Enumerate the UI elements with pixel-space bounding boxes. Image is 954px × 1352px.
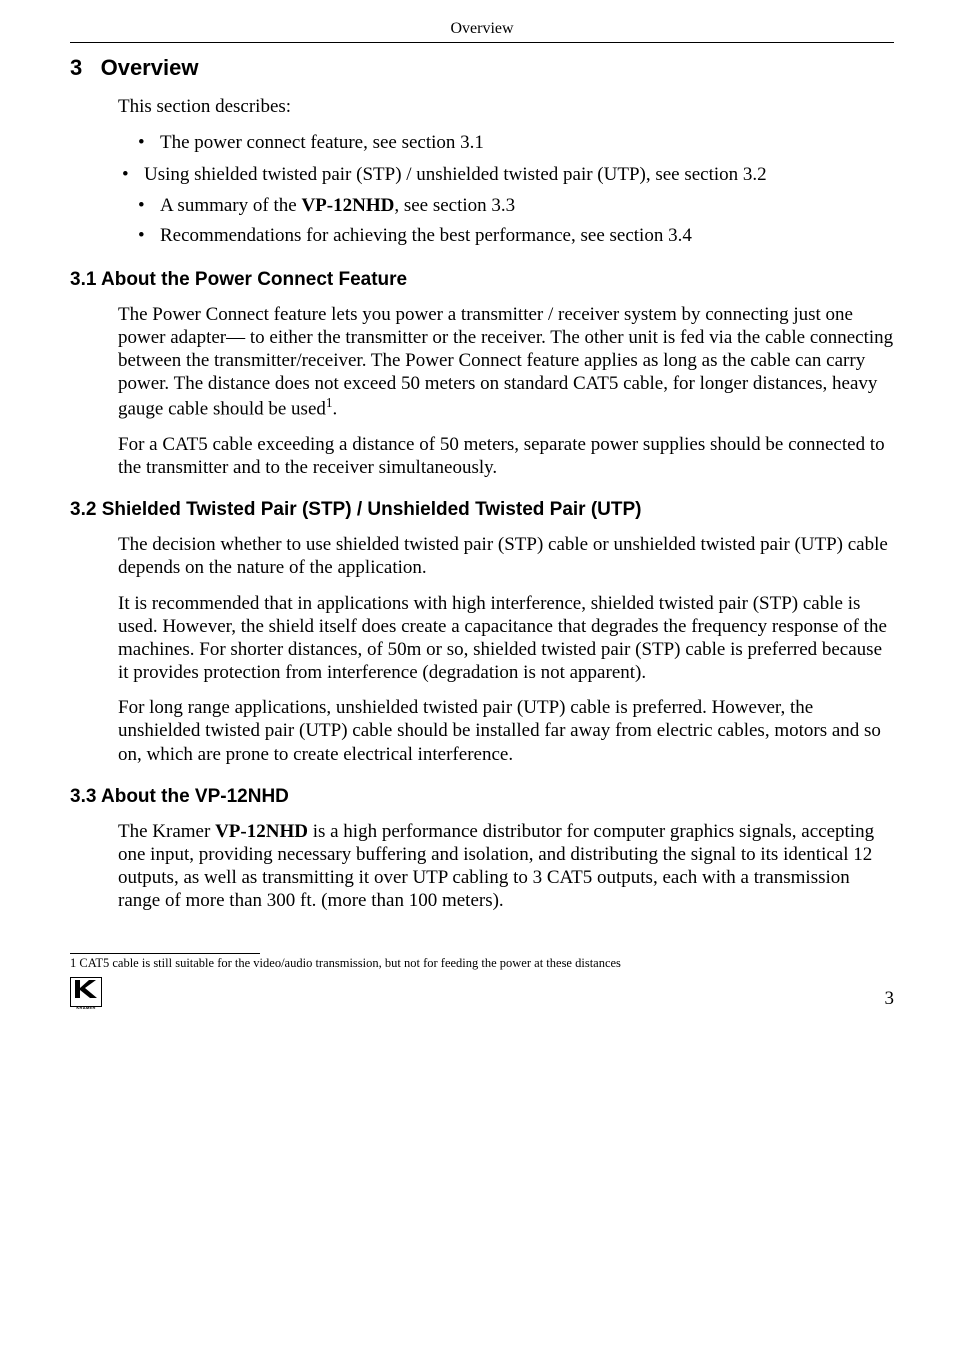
- section-title: Overview: [101, 55, 199, 80]
- paragraph-text: The Kramer: [118, 821, 215, 842]
- body-paragraph: The decision whether to use shielded twi…: [118, 533, 894, 579]
- logo-container: KRAMER: [70, 977, 102, 1010]
- body-paragraph: For long range applications, unshielded …: [118, 696, 894, 766]
- body-paragraph: The Kramer VP-12NHD is a high performanc…: [118, 820, 894, 913]
- footnote-text: 1 CAT5 cable is still suitable for the v…: [70, 956, 894, 971]
- bullet-item: The power connect feature, see section 3…: [118, 130, 894, 156]
- header-rule: [70, 42, 894, 43]
- bullet-item: A summary of the VP-12NHD, see section 3…: [118, 193, 894, 219]
- page-number: 3: [885, 988, 895, 1010]
- bullet-text: A summary of the: [160, 195, 301, 216]
- body-paragraph: The Power Connect feature lets you power…: [118, 303, 894, 421]
- subsection-heading-3-2: 3.2 Shielded Twisted Pair (STP) / Unshie…: [70, 499, 894, 521]
- intro-bullets: A summary of the VP-12NHD, see section 3…: [118, 193, 894, 248]
- section-heading: 3 Overview: [70, 55, 894, 81]
- product-name: VP-12NHD: [301, 195, 394, 216]
- product-name: VP-12NHD: [215, 821, 308, 842]
- kramer-logo-icon: [70, 977, 102, 1007]
- body-paragraph: For a CAT5 cable exceeding a distance of…: [118, 433, 894, 479]
- subsection-heading-3-1: 3.1 About the Power Connect Feature: [70, 269, 894, 291]
- intro-bullets: Using shielded twisted pair (STP) / unsh…: [118, 162, 894, 188]
- section-number: 3: [70, 55, 82, 80]
- footnote-ref: 1: [326, 395, 333, 410]
- running-header: Overview: [70, 20, 894, 38]
- bullet-tail: , see section 3.3: [394, 195, 515, 216]
- subsection-heading-3-3: 3.3 About the VP-12NHD: [70, 786, 894, 808]
- intro-text: This section describes:: [118, 95, 894, 118]
- paragraph-text: .: [333, 399, 338, 420]
- page-footer: KRAMER 3: [70, 977, 894, 1010]
- intro-bullets: The power connect feature, see section 3…: [118, 130, 894, 156]
- bullet-item: Recommendations for achieving the best p…: [118, 223, 894, 249]
- footnote-rule: [70, 953, 260, 954]
- paragraph-text: The Power Connect feature lets you power…: [118, 304, 893, 420]
- body-paragraph: It is recommended that in applications w…: [118, 592, 894, 685]
- bullet-item: Using shielded twisted pair (STP) / unsh…: [118, 162, 894, 188]
